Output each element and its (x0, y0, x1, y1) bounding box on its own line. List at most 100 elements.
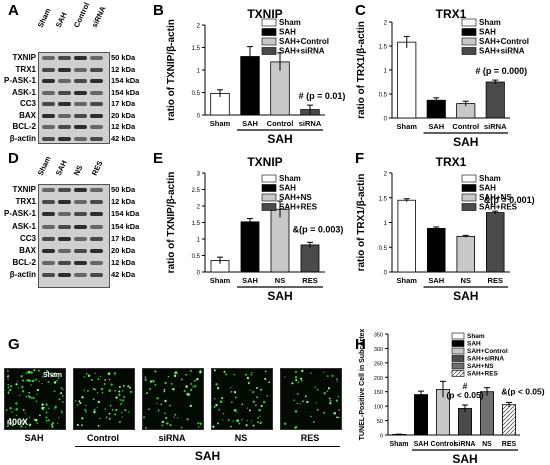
tunel-image (73, 368, 135, 430)
legend-label: SAH+Control (467, 348, 508, 355)
lane-label: NS (71, 163, 85, 177)
bar (456, 235, 476, 273)
fluorescent-cell (262, 400, 266, 404)
fluorescent-cell (9, 388, 12, 391)
kda-label: 17 kDa (111, 99, 136, 108)
fluorescent-cell (110, 383, 113, 386)
fluorescent-cell (246, 425, 248, 427)
fluorescent-cell (47, 380, 50, 383)
fluorescent-cell (154, 370, 157, 373)
fluorescent-cell (164, 412, 166, 415)
category-label: Sham (210, 119, 231, 128)
sham-inset-label: Sham (42, 372, 62, 379)
fluorescent-cell (45, 416, 48, 419)
fluorescent-cell (149, 380, 153, 383)
fluorescent-cell (323, 411, 326, 414)
y-tick-label: 0.5 (192, 254, 201, 260)
fluorescent-cell (7, 370, 9, 372)
y-tick-label: 2 (384, 172, 388, 178)
y-tick-label: 250 (374, 361, 383, 367)
fluorescent-cell (291, 382, 294, 385)
bar (397, 41, 417, 119)
fluorescent-cell (107, 372, 111, 375)
fluorescent-cell (189, 388, 193, 392)
fluorescent-cell (7, 386, 9, 389)
legend-label: SAH (467, 341, 481, 348)
tunel-fluorescence (5, 369, 64, 428)
blot-band (42, 56, 55, 60)
bar (397, 199, 417, 273)
fluorescent-cell (316, 388, 319, 391)
fluorescent-cell (93, 408, 96, 411)
legend-label: Sham (479, 174, 501, 183)
fluorescent-cell (176, 372, 178, 375)
tunel-fluorescence (74, 372, 133, 427)
fluorescent-cell (7, 383, 10, 386)
y-axis-label: ratio of TRX1/β-actin (356, 174, 367, 272)
category-label: RES (302, 276, 317, 285)
panel-label-e: E (153, 150, 164, 167)
y-tick-label: 0 (384, 271, 388, 277)
blot-band (90, 113, 103, 118)
fluorescent-cell (6, 425, 9, 428)
blot-band (58, 56, 71, 60)
legend-label: SAH+NS (479, 193, 512, 202)
fluorescent-cell (127, 385, 129, 388)
fluorescent-cell (41, 382, 43, 385)
fluorescent-cell (17, 387, 20, 389)
fluorescent-cell (199, 422, 202, 426)
blot-band (42, 273, 55, 278)
protein-label: CC3 (19, 99, 36, 108)
legend-swatch (451, 340, 465, 347)
y-axis-label: ratio of TRX1/β-actin (356, 21, 367, 119)
lane-label: SAH (53, 10, 69, 29)
y-tick-label: 0.5 (379, 246, 388, 252)
fluorescent-cell (54, 406, 57, 409)
fluorescent-cell (163, 388, 166, 391)
y-tick-label: 350 (374, 333, 383, 339)
y-tick-label: 1 (384, 69, 388, 75)
lane-label: siRNA (89, 4, 108, 29)
fluorescent-cell (35, 378, 38, 381)
bar (270, 208, 290, 273)
blot-band (74, 261, 87, 266)
y-tick-label: 2.5 (192, 188, 201, 194)
fluorescent-cell (51, 374, 53, 377)
category-label: NS (275, 276, 285, 285)
fluorescent-cell (114, 389, 116, 392)
bar (427, 228, 446, 273)
chart-title: TXNIP (247, 7, 282, 21)
fluorescent-cell (333, 412, 336, 415)
protein-label: BCL-2 (12, 258, 36, 268)
fluorescent-cell (163, 390, 166, 393)
fluorescent-cell (14, 408, 16, 410)
fluorescent-cell (28, 391, 30, 394)
fluorescent-cell (105, 416, 108, 419)
fluorescent-cell (199, 370, 202, 373)
legend-label: SAH+siRNA (279, 47, 325, 56)
fluorescent-cell (29, 416, 31, 418)
fluorescent-cell (236, 409, 238, 411)
tunel-image (280, 368, 342, 430)
category-label: SAH (414, 441, 429, 448)
legend-label: Sham (279, 174, 301, 183)
legend-label: SAH+Control (279, 37, 329, 46)
bar (240, 221, 260, 273)
lane-label: Sham (35, 154, 53, 177)
fluorescent-cell (219, 400, 223, 403)
fluorescent-cell (83, 389, 86, 392)
legend-swatch (461, 28, 477, 36)
legend-swatch (451, 362, 465, 370)
y-tick-label: 100 (374, 405, 383, 411)
fluorescent-cell (111, 408, 114, 411)
category-label: Control (267, 119, 294, 128)
fluorescent-cell (246, 407, 249, 409)
fluorescent-cell (27, 370, 30, 374)
fluorescent-cell (37, 369, 40, 372)
fluorescent-cell (118, 420, 121, 424)
fluorescent-cell (32, 396, 35, 399)
fluorescent-cell (61, 395, 64, 397)
fluorescent-cell (94, 388, 97, 391)
fluorescent-cell (143, 416, 146, 419)
